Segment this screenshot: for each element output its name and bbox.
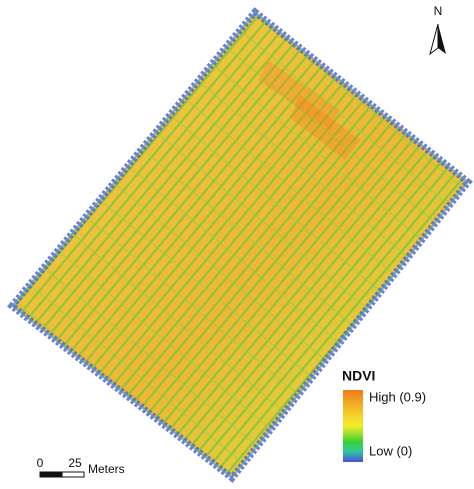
legend-color-ramp (343, 390, 363, 462)
legend-title: NDVI (342, 368, 375, 384)
scale-label: 0 (37, 456, 44, 470)
scale-bar: 0 25 Meters (37, 456, 125, 478)
scale-label: 25 (68, 456, 82, 470)
legend-high: High (0.9) (369, 389, 426, 404)
north-label: N (434, 4, 443, 18)
scale-unit: Meters (88, 462, 125, 476)
north-arrow: N (429, 4, 446, 56)
legend-low: Low (0) (369, 443, 412, 458)
legend: NDVI High (0.9) Low (0) (342, 368, 426, 462)
